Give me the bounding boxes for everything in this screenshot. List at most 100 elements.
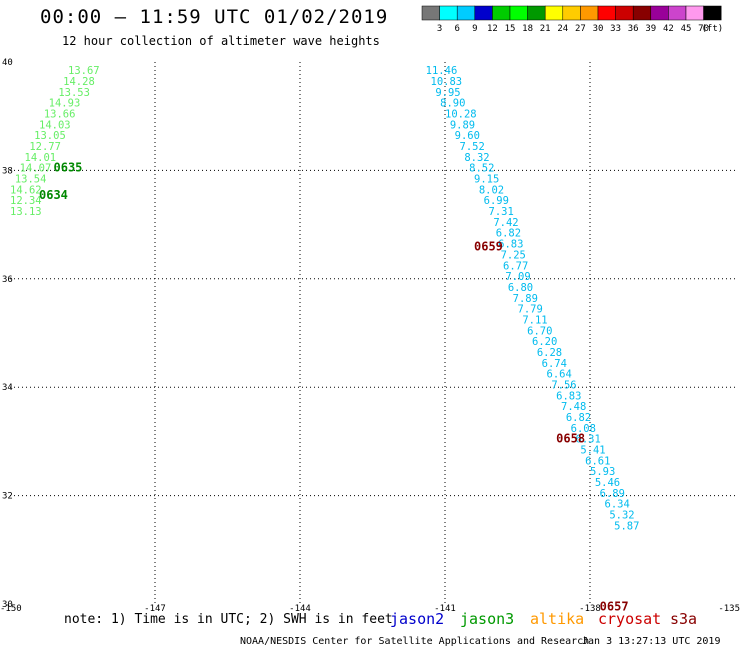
swh-value-label: 9.95 xyxy=(435,87,460,99)
colorbar-tick-label: 18 xyxy=(522,24,533,34)
y-tick-label: 36 xyxy=(2,275,13,285)
x-tick-label: -147 xyxy=(144,604,166,614)
colorbar-swatch xyxy=(456,5,476,21)
colorbar-tick-label: 6 xyxy=(454,24,459,34)
swh-value-label: 6.34 xyxy=(605,499,630,511)
swh-value-label: 7.31 xyxy=(489,206,514,218)
swh-value-label: 12.77 xyxy=(29,141,61,153)
x-tick-label: -135 xyxy=(718,604,740,614)
pass-time-label: 0657 xyxy=(600,600,629,614)
colorbar-tick-label: 12 xyxy=(487,24,498,34)
colorbar-tick-label: 39 xyxy=(645,24,656,34)
colorbar-tick-label: 27 xyxy=(575,24,586,34)
colorbar-swatch xyxy=(580,5,599,21)
swh-value-label: 13.13 xyxy=(10,206,42,218)
swh-value-label: 14.28 xyxy=(63,76,95,88)
timestamp: Jan 3 13:27:13 UTC 2019 xyxy=(582,636,721,647)
swh-value-label: 5.87 xyxy=(614,520,639,532)
colorbar-swatch xyxy=(650,5,669,21)
swh-value-label: 8.32 xyxy=(464,152,489,164)
x-tick-label: -150 xyxy=(0,604,22,614)
swh-value-label: 7.56 xyxy=(551,379,576,391)
y-tick-label: 32 xyxy=(2,492,13,502)
pass-time-label: 0634 xyxy=(39,188,68,202)
colorbar-swatch xyxy=(703,5,722,21)
colorbar-swatch xyxy=(597,5,616,21)
swh-value-label: 6.82 xyxy=(496,228,521,240)
swh-value-label: 9.60 xyxy=(455,130,480,142)
y-tick-label: 34 xyxy=(2,383,13,393)
x-tick-label: -144 xyxy=(289,604,311,614)
swh-value-label: 7.25 xyxy=(501,249,526,261)
x-tick-label: -138 xyxy=(579,604,601,614)
swh-value-label: 5.93 xyxy=(590,466,615,478)
colorbar-tick-label: 42 xyxy=(663,24,674,34)
colorbar-swatch xyxy=(562,5,581,21)
swh-value-label: 5.41 xyxy=(580,445,605,457)
credit-line: NOAA/NESDIS Center for Satellite Applica… xyxy=(240,636,590,647)
colorbar-swatch xyxy=(668,5,687,21)
swh-value-label: 8.02 xyxy=(479,184,504,196)
swh-value-label: 6.20 xyxy=(532,336,557,348)
swh-value-label: 6.82 xyxy=(566,412,591,424)
legend-cryosat: cryosat xyxy=(598,610,662,628)
legend-jason2: jason2 xyxy=(390,610,445,628)
swh-value-label: 14.93 xyxy=(49,98,81,110)
colorbar-swatch xyxy=(615,5,634,21)
swh-value-label: 12.34 xyxy=(10,195,42,207)
swh-value-label: 13.53 xyxy=(58,87,90,99)
swh-value-label: 6.61 xyxy=(585,455,610,467)
swh-value-label: 13.54 xyxy=(15,174,47,186)
swh-value-label: 11.46 xyxy=(426,65,458,77)
swh-value-label: 9.89 xyxy=(450,119,475,131)
swh-value-label: 7.52 xyxy=(460,141,485,153)
swh-value-label: 6.64 xyxy=(547,369,572,381)
swh-value-label: 7.79 xyxy=(518,304,543,316)
swh-value-label: 6.31 xyxy=(576,434,601,446)
x-tick-label: -141 xyxy=(434,604,456,614)
colorbar-tick-label: 3 xyxy=(437,24,442,34)
colorbar-tick-label: 24 xyxy=(557,24,568,34)
swh-value-label: 7.42 xyxy=(493,217,518,229)
swh-value-label: 6.28 xyxy=(537,347,562,359)
legend-s3a: s3a xyxy=(670,610,698,628)
colorbar-swatch xyxy=(527,5,546,21)
swh-value-label: 7.89 xyxy=(513,293,538,305)
swh-value-label: 10.28 xyxy=(445,108,477,120)
colorbar-tick-label: 45 xyxy=(681,24,692,34)
colorbar-swatch xyxy=(632,5,652,21)
swh-value-label: 8.90 xyxy=(440,98,465,110)
y-tick-label: 30 xyxy=(2,600,13,610)
swh-value-label: 5.46 xyxy=(595,477,620,489)
colorbar-swatch xyxy=(509,5,528,21)
swh-value-label: 9.15 xyxy=(474,174,499,186)
swh-value-label: 6.70 xyxy=(527,325,552,337)
swh-value-label: 7.09 xyxy=(505,271,530,283)
swh-value-label: 13.67 xyxy=(68,65,100,77)
colorbar-tick-label: 21 xyxy=(540,24,551,34)
swh-value-label: 14.03 xyxy=(39,119,71,131)
pass-time-label: 0659 xyxy=(474,239,503,253)
swh-value-label: 14.01 xyxy=(25,152,57,164)
pass-time-label: 0635 xyxy=(54,161,83,175)
swh-value-label: 13.05 xyxy=(34,130,66,142)
colorbar-swatch xyxy=(685,5,704,21)
colorbar-swatch xyxy=(439,5,458,21)
swh-value-label: 14.07 xyxy=(20,163,52,175)
footnote: note: 1) Time is in UTC; 2) SWH is in fe… xyxy=(64,612,393,627)
y-tick-label: 38 xyxy=(2,166,13,176)
swh-value-label: 13.66 xyxy=(44,108,76,120)
legend-jason3: jason3 xyxy=(460,610,515,628)
y-tick-label: 40 xyxy=(2,58,13,68)
colorbar-swatch xyxy=(474,5,493,21)
swh-value-label: 6.89 xyxy=(600,488,625,500)
swh-value-label: 6.83 xyxy=(556,390,581,402)
swh-value-label: 10.83 xyxy=(431,76,463,88)
chart-title: 00:00 – 11:59 UTC 01/02/2019 xyxy=(40,6,389,28)
swh-value-label: 6.80 xyxy=(508,282,533,294)
legend-altika: altika xyxy=(530,610,585,628)
colorbar-swatch xyxy=(492,5,511,21)
chart-subtitle: 12 hour collection of altimeter wave hei… xyxy=(62,34,380,48)
